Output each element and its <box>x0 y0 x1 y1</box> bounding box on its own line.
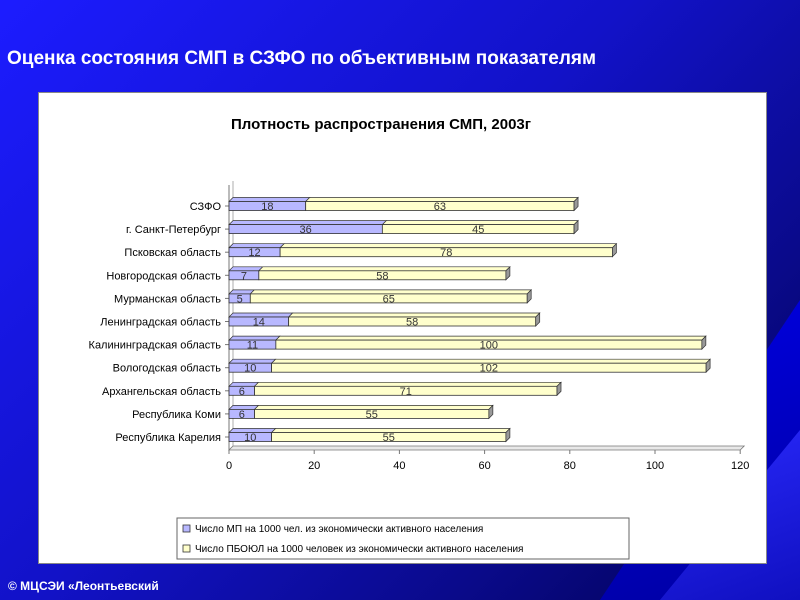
x-tick-label: 100 <box>646 460 664 472</box>
legend-label-2: Число ПБОЮЛ на 1000 человек из экономиче… <box>195 544 523 555</box>
data-label: 12 <box>248 247 260 259</box>
data-label: 6 <box>239 386 245 398</box>
x-tick-label: 80 <box>564 460 576 472</box>
bar-side-face <box>573 219 579 235</box>
data-label: 18 <box>261 201 273 213</box>
data-label: 102 <box>480 363 498 375</box>
data-label: 14 <box>253 317 265 329</box>
data-label: 71 <box>400 386 412 398</box>
x-tick-label: 20 <box>308 460 320 472</box>
y-category-label: Республика Карелия <box>115 432 221 444</box>
bar-side-face <box>705 358 711 374</box>
x-tick-label: 120 <box>731 460 749 472</box>
bar-side-face <box>701 335 707 350</box>
data-label: 100 <box>480 340 498 352</box>
y-category-label: Республика Коми <box>132 409 221 421</box>
legend-swatch-1 <box>182 524 191 533</box>
x-tick-label: 40 <box>393 460 405 472</box>
x-tick-label: 0 <box>226 460 232 472</box>
bar-side-face <box>526 289 532 304</box>
y-category-label: Архангельская область <box>102 386 221 398</box>
bar-side-face <box>488 404 494 420</box>
data-label: 58 <box>376 270 388 282</box>
bar-side-face <box>505 427 511 443</box>
legend-swatch-2 <box>182 544 191 553</box>
bar-side-face <box>556 381 562 397</box>
y-category-label: г. Санкт-Петербург <box>126 224 221 236</box>
x-tick-label: 60 <box>478 460 490 472</box>
y-category-label: Мурманская область <box>114 293 221 305</box>
y-category-label: Псковская область <box>124 247 221 259</box>
chart-panel: Плотность распространения СМП, 2003г 0 20… <box>38 92 767 564</box>
data-label: 36 <box>300 224 312 236</box>
footer-copyright: © МЦСЭИ «Леонтьевский <box>8 579 159 593</box>
data-label: 45 <box>472 224 484 236</box>
data-label: 10 <box>244 363 256 375</box>
bar-side-face <box>535 312 541 327</box>
y-category-label: Ленинградская область <box>100 317 221 329</box>
data-label: 55 <box>366 409 378 421</box>
legend-label-1: Число МП на 1000 чел. из экономически ак… <box>195 524 483 535</box>
bar-chart: Плотность распространения СМП, 2003г 0 20… <box>89 116 749 560</box>
data-label: 65 <box>383 293 395 305</box>
data-label: 78 <box>440 247 452 259</box>
data-label: 11 <box>247 340 258 352</box>
y-category-label: Калининградская область <box>89 340 222 352</box>
data-label: 55 <box>383 432 395 444</box>
slide-title: Оценка состояния СМП в СЗФО по объективн… <box>7 48 597 69</box>
chart-floor <box>228 445 746 451</box>
legend: Число МП на 1000 чел. из экономически ак… <box>176 517 630 560</box>
chart-title: Плотность распространения СМП, 2003г <box>231 116 531 133</box>
y-category-label: Вологодская область <box>113 363 222 375</box>
data-label: 5 <box>237 293 243 305</box>
data-label: 7 <box>241 270 247 282</box>
bar-side-face <box>612 242 617 258</box>
data-label: 10 <box>244 432 256 444</box>
y-category-label: Новгородская область <box>106 270 221 282</box>
y-category-label: СЗФО <box>190 201 222 213</box>
data-label: 58 <box>406 317 418 329</box>
data-label: 63 <box>434 201 446 213</box>
data-label: 6 <box>239 409 245 421</box>
bar-side-face <box>573 196 579 212</box>
bar-side-face <box>505 265 511 281</box>
